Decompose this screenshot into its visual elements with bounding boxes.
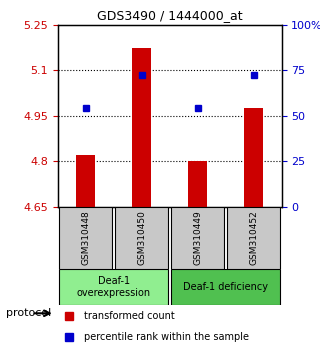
FancyBboxPatch shape — [227, 207, 280, 269]
FancyBboxPatch shape — [171, 269, 280, 306]
FancyBboxPatch shape — [115, 207, 168, 269]
FancyBboxPatch shape — [171, 207, 225, 269]
Text: transformed count: transformed count — [84, 311, 175, 321]
Text: GSM310448: GSM310448 — [81, 210, 90, 265]
FancyBboxPatch shape — [59, 207, 113, 269]
Text: percentile rank within the sample: percentile rank within the sample — [84, 332, 250, 342]
Text: GSM310449: GSM310449 — [193, 210, 202, 265]
Text: protocol: protocol — [6, 308, 52, 318]
Text: GSM310452: GSM310452 — [249, 210, 258, 265]
FancyBboxPatch shape — [59, 269, 168, 306]
Text: GSM310450: GSM310450 — [137, 210, 146, 265]
Bar — [188, 161, 207, 207]
Bar — [244, 108, 263, 207]
Text: Deaf-1 deficiency: Deaf-1 deficiency — [183, 282, 268, 292]
Title: GDS3490 / 1444000_at: GDS3490 / 1444000_at — [97, 9, 243, 22]
Bar — [132, 47, 151, 207]
Text: Deaf-1
overexpression: Deaf-1 overexpression — [76, 276, 151, 298]
Bar — [76, 155, 95, 207]
